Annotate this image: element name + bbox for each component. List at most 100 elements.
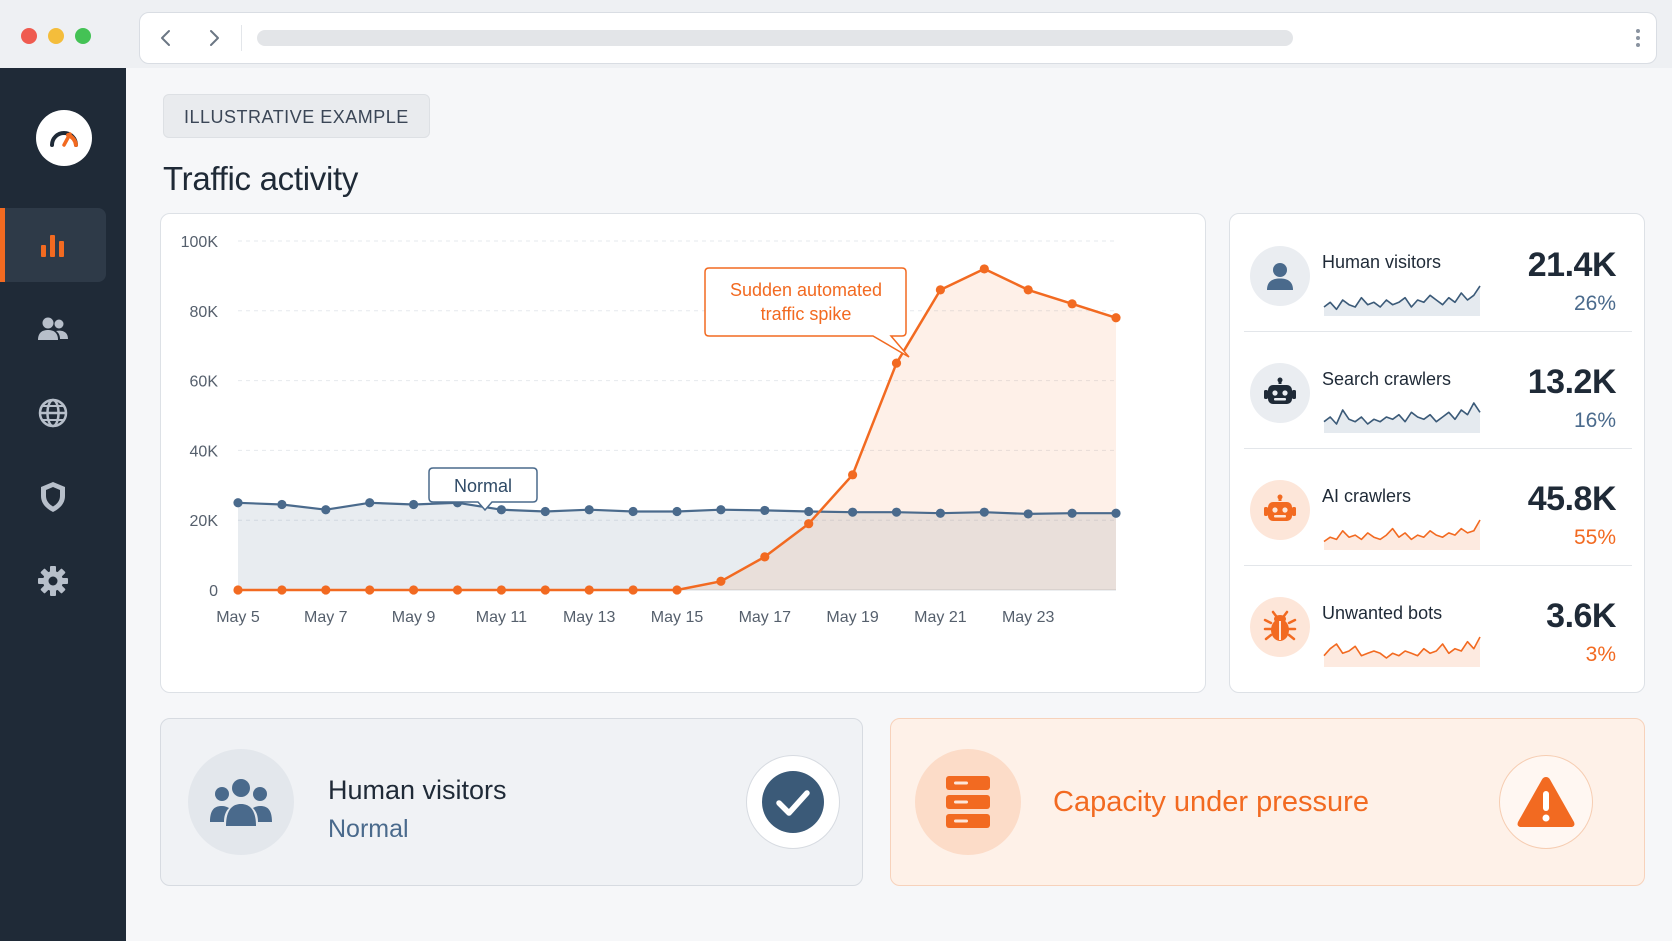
stat-row-search-crawlers[interactable]: Search crawlers 13.2K 16% [1244,333,1632,449]
data-point[interactable] [979,264,989,274]
check-circle-icon [762,771,824,833]
data-point[interactable] [496,585,506,595]
sidebar-item-network[interactable] [0,376,106,450]
status-ok-indicator [746,755,840,849]
data-point[interactable] [672,506,682,517]
traffic-chart: 0 20K 40K 60K 80K 100K May 5 May 7 May 9 May 11 Ma… [181,234,1121,626]
sidebar [0,68,126,941]
sidebar-item-analytics[interactable] [0,208,106,282]
capacity-title: Capacity under pressure [1053,786,1369,818]
sparkline-human [1323,285,1481,316]
sidebar-item-users[interactable] [0,292,106,366]
page-title: Traffic activity [163,160,359,197]
app-logo[interactable] [36,110,92,166]
data-point[interactable] [1067,299,1077,309]
minimize-window-button[interactable] [48,28,64,44]
stat-label: Unwanted bots [1322,603,1443,623]
x-tick-label: May 19 [826,609,879,626]
data-point[interactable] [935,508,946,518]
data-point[interactable] [1111,508,1121,518]
data-point[interactable] [409,585,419,595]
capacity-status-card[interactable]: Capacity under pressure [890,718,1645,886]
browser-toolbar [0,0,1672,68]
users-icon [188,749,294,855]
sparkline-ai-crawlers [1323,519,1481,550]
data-point[interactable] [1023,285,1033,295]
stat-value: 21.4K [1527,246,1617,284]
data-point[interactable] [716,576,726,586]
data-point[interactable] [452,585,463,595]
data-point[interactable] [1111,313,1121,323]
human-visitors-status-card[interactable]: Human visitors Normal [160,718,863,886]
data-point[interactable] [804,506,814,517]
x-tick-label: May 15 [651,609,704,626]
data-point[interactable] [540,506,550,517]
data-point[interactable] [848,507,858,517]
url-input[interactable] [257,30,1293,46]
x-tick-label: May 17 [739,609,792,626]
data-point[interactable] [584,585,594,595]
illustrative-badge: ILLUSTRATIVE EXAMPLE [163,94,430,138]
sidebar-item-security[interactable] [0,460,106,534]
data-point[interactable] [233,498,243,508]
data-point[interactable] [760,505,770,516]
sparkline-area [1324,520,1480,550]
spike-callout-line2: traffic spike [761,304,852,324]
traffic-chart-card: 0 20K 40K 60K 80K 100K May 5 May 7 May 9 May 11 Ma… [160,213,1206,693]
forward-button[interactable] [202,25,226,51]
data-point[interactable] [584,505,594,515]
data-point[interactable] [540,585,550,595]
data-point[interactable] [716,505,726,515]
sparkline-search-crawlers [1323,402,1481,433]
stat-row-unwanted-bots[interactable]: Unwanted bots 3.6K 3% [1244,567,1632,683]
chevron-right-icon [210,30,219,46]
stat-row-human[interactable]: Human visitors 21.4K 26% [1244,216,1632,332]
data-point[interactable] [1067,508,1077,518]
data-point[interactable] [321,585,331,595]
data-point[interactable] [628,506,638,517]
data-point[interactable] [672,585,682,595]
y-tick-label: 40K [190,443,219,460]
data-point[interactable] [848,470,858,480]
back-button[interactable] [154,25,178,51]
x-tick-label: May 9 [392,609,436,626]
sparkline-area [1324,403,1480,433]
stat-label: Human visitors [1322,252,1442,272]
data-point[interactable] [891,507,902,517]
browser-menu-button[interactable] [1628,25,1648,51]
sparkline-area [1324,637,1480,667]
spike-callout-line1: Sudden automated [730,280,882,300]
stat-percent: 55% [1573,526,1616,549]
data-point[interactable] [804,519,814,529]
data-point[interactable] [628,585,638,595]
normal-callout: Normal [428,467,538,512]
maximize-window-button[interactable] [75,28,91,44]
data-point[interactable] [277,585,287,595]
data-point[interactable] [321,505,331,515]
robot-icon [1250,363,1310,423]
status-warning-indicator [1499,755,1593,849]
stat-percent: 26% [1573,292,1616,315]
data-point[interactable] [1023,509,1033,519]
person-icon [1250,246,1310,306]
data-point[interactable] [233,585,243,595]
data-point[interactable] [365,498,375,508]
data-point[interactable] [277,499,287,510]
close-window-button[interactable] [21,28,37,44]
data-point[interactable] [365,585,375,595]
data-point[interactable] [760,552,770,562]
stat-row-ai-crawlers[interactable]: AI crawlers 45.8K 55% [1244,450,1632,566]
series-area [238,502,1116,590]
divider [1244,331,1632,332]
data-point[interactable] [935,285,946,295]
sparkline-line [1323,636,1481,659]
data-point[interactable] [409,499,419,510]
sidebar-item-settings[interactable] [0,544,106,618]
stat-value: 45.8K [1527,480,1617,518]
data-point[interactable] [979,507,989,517]
stat-label: AI crawlers [1322,486,1412,506]
server-icon [915,749,1021,855]
data-point[interactable] [891,358,902,368]
chevron-left-icon [161,30,170,46]
data-point[interactable] [496,505,506,515]
